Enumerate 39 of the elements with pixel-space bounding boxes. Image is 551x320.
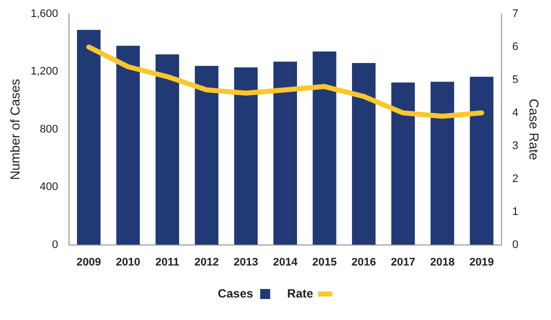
y2-tick-label: 3 xyxy=(512,140,518,152)
x-tick-label: 2009 xyxy=(76,256,102,268)
bar xyxy=(391,82,415,245)
bar xyxy=(156,54,180,245)
y-tick-label: 0 xyxy=(52,238,58,251)
y2-axis-title: Case Rate xyxy=(526,98,542,160)
y2-tick-label: 2 xyxy=(512,172,518,185)
y-tick-label: 400 xyxy=(40,181,58,194)
legend-label: Cases xyxy=(218,286,254,300)
legend-label: Rate xyxy=(287,286,314,300)
x-tick-label: 2018 xyxy=(430,256,455,268)
bar xyxy=(194,66,218,245)
y2-tick-label: 5 xyxy=(512,74,518,86)
x-tick-label: 2010 xyxy=(116,256,140,268)
y-axis-title: Number of Cases xyxy=(7,78,22,180)
y2-tick-label: 1 xyxy=(512,206,518,218)
x-tick-label: 2014 xyxy=(272,256,298,268)
bar xyxy=(234,67,258,245)
bar xyxy=(430,82,454,245)
x-tick-label: 2016 xyxy=(352,256,376,268)
x-tick-label: 2012 xyxy=(194,256,219,268)
x-tick-label: 2019 xyxy=(469,256,494,268)
bar xyxy=(273,62,297,245)
x-tick-label: 2017 xyxy=(390,256,416,268)
y-tick-label: 1,600 xyxy=(30,8,58,20)
y2-tick-label: 4 xyxy=(512,106,518,119)
bar xyxy=(312,52,336,245)
x-tick-label: 2013 xyxy=(234,256,258,268)
x-tick-label: 2011 xyxy=(155,256,180,268)
bar xyxy=(470,76,494,245)
bar xyxy=(116,46,140,245)
y-tick-label: 1,200 xyxy=(30,66,58,78)
bar xyxy=(352,63,376,245)
x-tick-label: 2015 xyxy=(312,256,337,268)
y-tick-label: 800 xyxy=(40,123,58,136)
bar xyxy=(76,30,101,245)
y2-tick-label: 0 xyxy=(512,238,518,251)
y2-tick-label: 7 xyxy=(512,8,518,20)
y2-tick-label: 6 xyxy=(512,41,518,54)
